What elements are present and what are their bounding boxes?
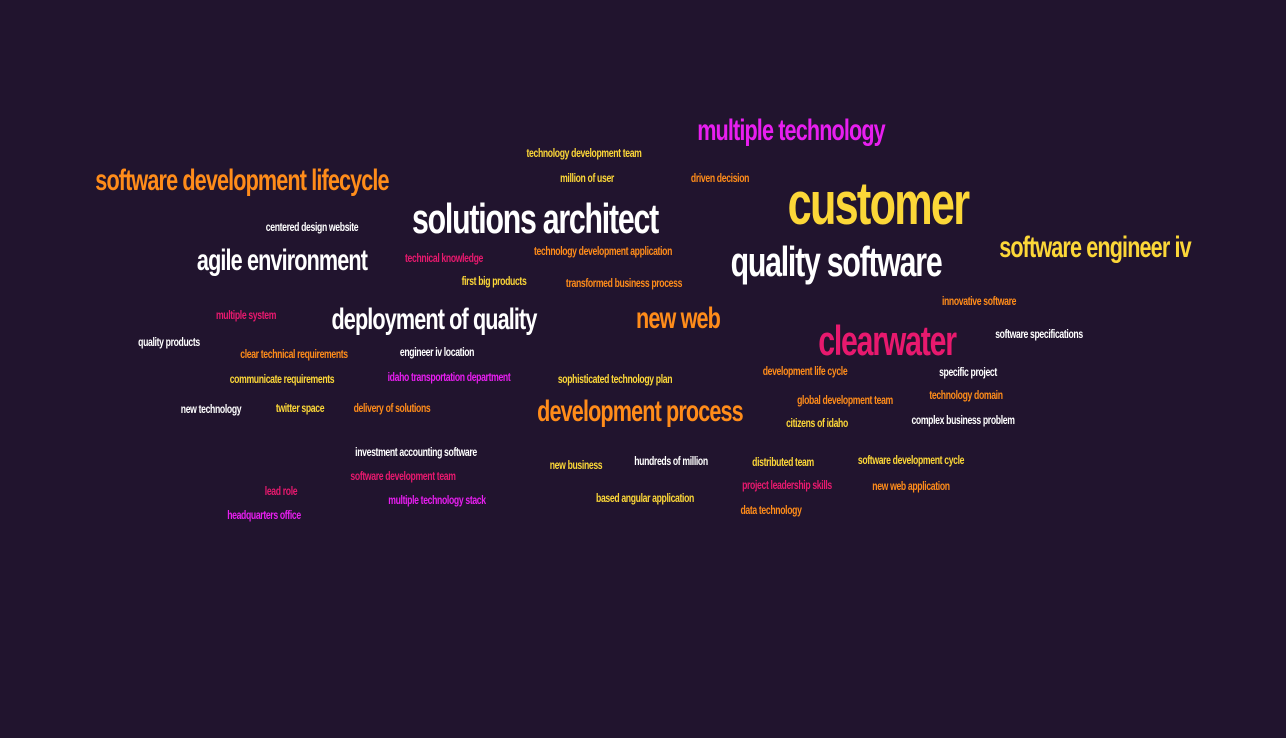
word-quality-products: quality products: [138, 335, 200, 349]
word-technology-development-team: technology development team: [526, 146, 642, 160]
word-multiple-system: multiple system: [215, 308, 277, 322]
word-first-big-products: first big products: [461, 274, 527, 288]
word-software-engineer-iv: software engineer iv: [999, 231, 1191, 264]
word-distributed-team: distributed team: [752, 455, 814, 469]
word-clear-technical-requirements: clear technical requirements: [240, 347, 348, 361]
word-development-life-cycle: development life cycle: [762, 364, 848, 378]
word-centered-design-website: centered design website: [265, 220, 359, 234]
word-software-development-lifecycle: software development lifecycle: [95, 164, 389, 197]
word-development-process: development process: [537, 395, 744, 428]
word-transformed-business-process: transformed business process: [565, 276, 683, 290]
word-agile-environment: agile environment: [196, 244, 368, 277]
word-complex-business-problem: complex business problem: [911, 413, 1015, 427]
word-driven-decision: driven decision: [690, 171, 750, 185]
word-multiple-technology-stack: multiple technology stack: [388, 493, 486, 507]
word-specific-project: specific project: [939, 365, 997, 379]
word-new-web: new web: [636, 302, 721, 335]
word-multiple-technology: multiple technology: [697, 114, 885, 147]
word-global-development-team: global development team: [797, 393, 893, 407]
word-idaho-transportation-department: idaho transportation department: [387, 370, 511, 384]
word-solutions-architect: solutions architect: [412, 195, 659, 242]
word-clearwater: clearwater: [818, 317, 957, 364]
word-software-specifications: software specifications: [995, 327, 1083, 341]
word-engineer-iv-location: engineer iv location: [399, 345, 475, 359]
word-based-angular-application: based angular application: [596, 491, 694, 505]
word-citizens-of-idaho: citizens of idaho: [786, 416, 848, 430]
word-delivery-of-solutions: delivery of solutions: [353, 401, 431, 415]
word-new-web-application: new web application: [872, 479, 950, 493]
word-twitter-space: twitter space: [275, 401, 325, 415]
word-headquarters-office: headquarters office: [227, 508, 301, 522]
word-project-leadership-skills: project leadership skills: [742, 478, 832, 492]
word-innovative-software: innovative software: [941, 294, 1017, 308]
word-quality-software: quality software: [730, 238, 943, 285]
word-technical-knowledge: technical knowledge: [405, 251, 483, 265]
word-sophisticated-technology-plan: sophisticated technology plan: [557, 372, 673, 386]
word-deployment-of-quality: deployment of quality: [331, 303, 537, 336]
word-technology-development-application: technology development application: [533, 244, 673, 258]
word-software-development-team: software development team: [350, 469, 456, 483]
word-new-business: new business: [549, 458, 603, 472]
word-customer: customer: [787, 170, 970, 237]
word-hundreds-of-million: hundreds of million: [634, 454, 708, 468]
word-communicate-requirements: communicate requirements: [229, 372, 335, 386]
word-data-technology: data technology: [740, 503, 802, 517]
word-lead-role: lead role: [264, 484, 298, 498]
word-technology-domain: technology domain: [929, 388, 1003, 402]
word-million-of-user: million of user: [560, 171, 614, 185]
word-investment-accounting-software: investment accounting software: [355, 445, 477, 459]
word-software-development-cycle: software development cycle: [857, 453, 965, 467]
word-new-technology: new technology: [180, 402, 242, 416]
